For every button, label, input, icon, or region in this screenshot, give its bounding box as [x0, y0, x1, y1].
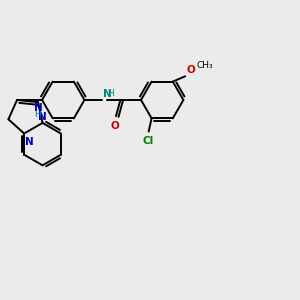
Text: O: O — [186, 65, 195, 75]
Text: N: N — [25, 137, 34, 147]
Text: O: O — [110, 121, 119, 131]
Text: N: N — [103, 89, 112, 99]
Text: Cl: Cl — [142, 136, 153, 146]
Text: N: N — [38, 112, 47, 122]
Text: H: H — [34, 110, 41, 119]
Text: N: N — [34, 103, 43, 113]
Text: CH₃: CH₃ — [196, 61, 213, 70]
Text: H: H — [107, 89, 114, 98]
